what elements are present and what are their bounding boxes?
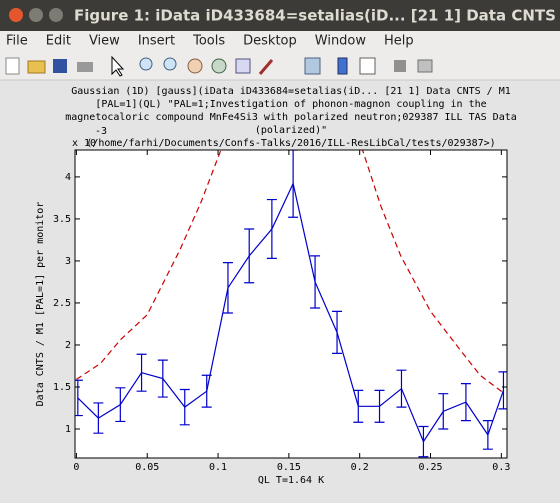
menu-item[interactable]: Help — [384, 34, 414, 49]
error-bar — [418, 425, 429, 458]
print-icon[interactable] — [77, 62, 93, 72]
x-tick-label: 0.05 — [135, 462, 159, 473]
menu-item[interactable]: Insert — [138, 34, 175, 49]
brush-icon[interactable] — [258, 59, 274, 75]
hide-tools-icon[interactable] — [394, 60, 406, 72]
error-bar — [396, 369, 407, 408]
y-tick-label: 3.5 — [53, 214, 71, 225]
pan-icon[interactable] — [187, 58, 203, 74]
zoom-out-icon[interactable] — [163, 57, 177, 71]
legend-icon[interactable] — [359, 57, 376, 75]
error-bar — [288, 150, 299, 218]
minimize-button[interactable] — [29, 8, 43, 22]
error-bar — [374, 389, 385, 423]
x-tick-label: 0.1 — [209, 462, 227, 473]
chart-title-line: (/home/farhi/Documents/Confs-Talks/2016/… — [86, 138, 495, 149]
y-tick-label: 2 — [65, 340, 71, 351]
x-tick-label: 0.25 — [418, 462, 442, 473]
close-button[interactable] — [9, 8, 23, 22]
y-tick-label: 3 — [65, 256, 71, 267]
new-icon[interactable] — [5, 57, 20, 75]
menu-item[interactable]: View — [89, 34, 120, 49]
y-tick-label: 2.5 — [53, 298, 71, 309]
plot-area — [75, 150, 507, 458]
x-tick-label: 0 — [73, 462, 79, 473]
x-axis-label: QL T=1.64 K — [258, 475, 324, 486]
error-bar — [222, 262, 233, 314]
menu-item[interactable]: Tools — [192, 34, 225, 49]
error-bar — [93, 402, 104, 434]
zoom-in-icon[interactable] — [139, 57, 153, 71]
error-bar — [75, 379, 83, 417]
datacursor-icon[interactable] — [235, 58, 251, 74]
error-bar — [482, 420, 493, 450]
menu-bar — [0, 31, 560, 50]
chart-title-line: (polarized)" — [255, 125, 327, 136]
menu-items: File Edit View Insert Tools Desktop Window Help — [6, 34, 414, 49]
menu-item[interactable]: Edit — [46, 34, 71, 49]
menu-item[interactable]: File — [6, 34, 28, 49]
maximize-button[interactable] — [49, 8, 63, 22]
chart-title-line: magnetocaloric compound MnFe4Si3 with po… — [65, 112, 517, 123]
y-tick-label: 1.5 — [53, 382, 71, 393]
error-bar — [310, 255, 321, 309]
x-tick-label: 0.3 — [492, 462, 510, 473]
error-bar — [332, 310, 343, 354]
toolbar — [0, 50, 560, 80]
x-tick-label: 0.15 — [277, 462, 301, 473]
save-icon[interactable] — [53, 59, 67, 73]
axes-box — [74, 149, 508, 459]
error-bar — [115, 387, 126, 423]
toolbar-icons — [5, 55, 433, 77]
title-bar — [0, 0, 560, 31]
series-group — [75, 150, 507, 458]
y-axis-label: Data CNTS / M1 [PAL=1] per monitor — [35, 202, 46, 407]
series-line — [76, 150, 504, 394]
error-bar — [353, 389, 364, 423]
show-tools-icon[interactable] — [417, 59, 433, 73]
error-bar — [201, 374, 212, 408]
rotate-icon[interactable] — [211, 58, 227, 74]
error-bar — [438, 393, 449, 430]
pointer-icon[interactable] — [111, 55, 125, 77]
error-bar — [244, 228, 255, 284]
axes-background — [75, 150, 507, 458]
error-bar — [136, 353, 147, 392]
error-bar — [179, 388, 190, 426]
y-multiplier: x 10 — [72, 138, 96, 149]
chart-title-line: Gaussian (1D) [gauss](iData iD433684=set… — [71, 86, 511, 97]
window-title: Figure 1: iData iD433684=setalias(iD... … — [74, 7, 560, 25]
menu-item[interactable]: Window — [315, 34, 367, 49]
colorbar-icon[interactable] — [337, 57, 348, 75]
open-icon[interactable] — [27, 60, 46, 74]
y-tick-label: 1 — [65, 424, 71, 435]
error-bar — [460, 383, 471, 422]
y-tick-label: 4 — [65, 172, 71, 183]
link-icon[interactable] — [304, 57, 321, 75]
error-bar — [266, 198, 277, 260]
menu-item[interactable]: Desktop — [243, 34, 297, 49]
x-tick-label: 0.2 — [351, 462, 369, 473]
chart-title-line: [PAL=1](QL) "PAL=1;Investigation of phon… — [95, 99, 486, 110]
y-exponent: -3 — [95, 126, 107, 137]
error-bar — [157, 359, 168, 398]
